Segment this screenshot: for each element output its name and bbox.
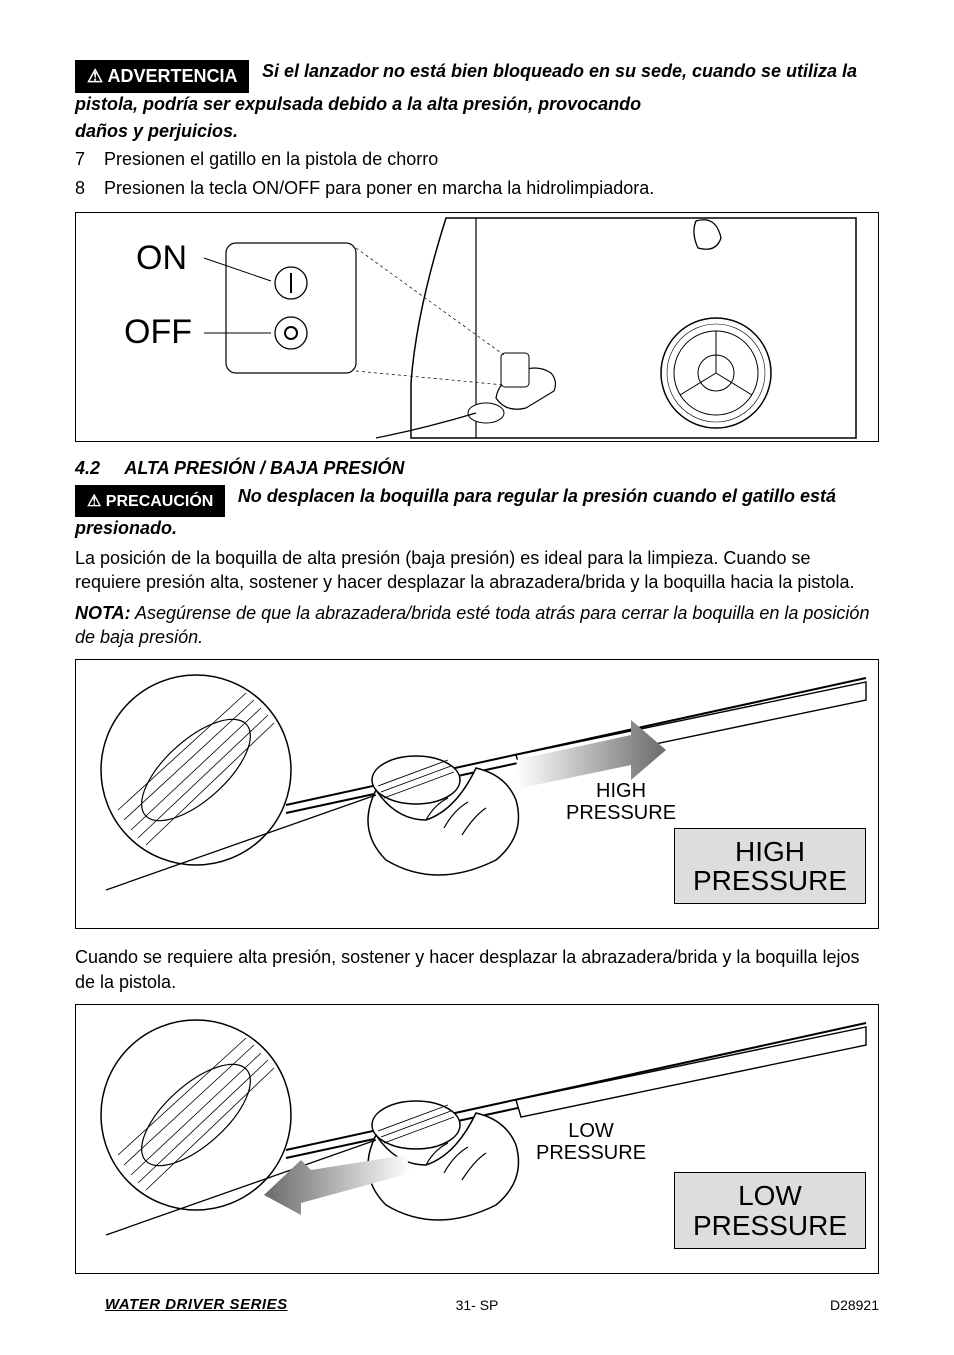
para-2: Cuando se requiere alta presión, sostene…	[75, 945, 879, 994]
step-7-text: Presionen el gatillo en la pistola de ch…	[104, 149, 438, 169]
low-pressure-box: LOW PRESSURE	[674, 1172, 866, 1249]
on-off-illustration	[76, 213, 876, 441]
high-label-line1: HIGH	[596, 780, 646, 802]
para-1: La posición de la boquilla de alta presi…	[75, 546, 879, 595]
footer-series: WATER DRIVER SERIES	[105, 1296, 288, 1313]
footer-doc-id: D28921	[830, 1297, 879, 1313]
warning-block: ⚠ ADVERTENCIA Si el lanzador no está bie…	[75, 60, 879, 116]
off-label: OFF	[124, 313, 192, 352]
high-pressure-box: HIGH PRESSURE	[674, 828, 866, 905]
warning-text-2: daños y perjuicios.	[75, 120, 879, 143]
manual-page: ⚠ ADVERTENCIA Si el lanzador no está bie…	[0, 0, 954, 1355]
low-box-line2: PRESSURE	[693, 1210, 847, 1241]
step-7-num: 7	[75, 146, 99, 173]
figure-low-pressure: LOW PRESSURE LOW PRESSURE	[75, 1004, 879, 1274]
low-box-line1: LOW	[738, 1180, 802, 1211]
low-label-line1: LOW	[568, 1120, 614, 1142]
figure-high-pressure: HIGH PRESSURE HIGH PRESSURE	[75, 659, 879, 929]
nota-block: NOTA: Asegúrense de que la abrazadera/br…	[75, 601, 879, 650]
section-4-2-title: ALTA PRESIÓN / BAJA PRESIÓN	[124, 458, 404, 478]
step-8-text: Presionen la tecla ON/OFF para poner en …	[104, 178, 654, 198]
step-7: 7 Presionen el gatillo en la pistola de …	[75, 146, 879, 173]
nota-text: Asegúrense de que la abrazadera/brida es…	[75, 603, 869, 647]
figure-on-off: ON OFF	[75, 212, 879, 442]
step-8: 8 Presionen la tecla ON/OFF para poner e…	[75, 175, 879, 202]
nota-label: NOTA:	[75, 603, 131, 623]
low-label-line2: PRESSURE	[536, 1142, 646, 1164]
on-label: ON	[136, 239, 187, 278]
high-box-line2: PRESSURE	[693, 865, 847, 896]
footer-page-num: 31- SP	[456, 1297, 499, 1313]
step-8-num: 8	[75, 175, 99, 202]
high-label-line2: PRESSURE	[566, 802, 676, 824]
high-pressure-label: HIGH PRESSURE	[566, 780, 676, 824]
section-4-2-num: 4.2	[75, 458, 100, 478]
low-pressure-label: LOW PRESSURE	[536, 1120, 646, 1164]
high-box-line1: HIGH	[735, 836, 805, 867]
section-4-2-heading: 4.2 ALTA PRESIÓN / BAJA PRESIÓN	[75, 458, 879, 479]
warning-badge: ⚠ ADVERTENCIA	[75, 60, 249, 93]
caution-badge: ⚠ PRECAUCIÓN	[75, 485, 225, 517]
caution-block: ⚠ PRECAUCIÓN No desplacen la boquilla pa…	[75, 485, 879, 540]
